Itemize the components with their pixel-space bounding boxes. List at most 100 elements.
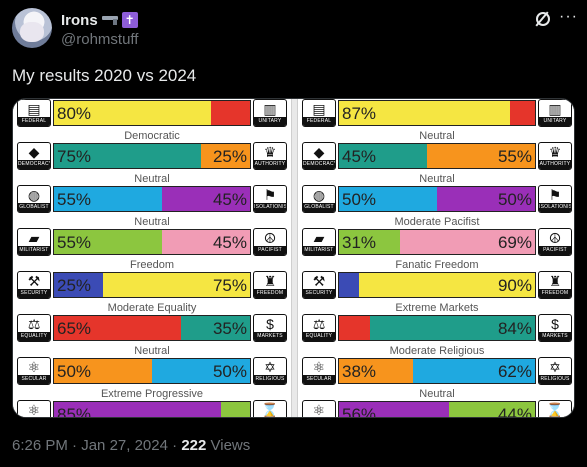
freedom-icon: ♜ FREEDOM bbox=[253, 271, 287, 299]
axis-row: Neutral ◍ GLOBALIST 55% 45% ⚑ ISOLATIONIST bbox=[13, 173, 291, 215]
axis-row: Freedom ⚒ SECURITY 25% 75% ♜ FREEDOM bbox=[13, 259, 291, 301]
right-percent: 35% bbox=[212, 319, 247, 338]
globalist-glyph: ◍ bbox=[312, 187, 326, 203]
result-bar: 84% bbox=[338, 315, 536, 341]
axis-label: Moderate Equality bbox=[107, 302, 197, 314]
markets-glyph: $ bbox=[551, 316, 559, 332]
tweet-media-image[interactable]: ▤ FEDERAL 80% ▥ UNITARY Democratic ◆ DEMOCRACY 7… bbox=[12, 98, 575, 418]
bar-segment-left: 80% bbox=[54, 101, 211, 125]
bar-segment-right: 62% bbox=[413, 359, 535, 383]
religious-glyph: ✡ bbox=[264, 359, 276, 375]
bar-segment-left: 31% bbox=[339, 230, 400, 254]
unitary-glyph: ▥ bbox=[263, 101, 277, 117]
axis-row: Extreme Progressive ⚛PROGRESS 85% ⌛TRADITIO… bbox=[13, 388, 291, 418]
bar-segment-left: 45% bbox=[339, 144, 428, 168]
authority-icon: ♛ AUTHORITY bbox=[538, 142, 572, 170]
federal-glyph: ▤ bbox=[312, 101, 326, 117]
axis-row: Neutral ⚛PROGRESS 56% 44% ⌛TRADITION bbox=[298, 388, 574, 418]
handle[interactable]: @rohmstuff bbox=[61, 31, 139, 48]
religious-icon-caption: RELIGIOUS bbox=[254, 375, 286, 384]
axis-label: Neutral bbox=[419, 388, 455, 400]
axis-label: Extreme Progressive bbox=[100, 388, 204, 400]
bar-segment-right: 35% bbox=[181, 316, 250, 340]
equality-icon: ⚖ EQUALITY bbox=[302, 314, 336, 342]
militarist-icon-caption: MILITARIST bbox=[18, 246, 50, 255]
bar-row: ◍ GLOBALIST 50% 50% ⚑ ISOLATIONIST bbox=[302, 185, 572, 213]
equality-icon-caption: EQUALITY bbox=[18, 332, 50, 341]
time: 6:26 PM bbox=[12, 437, 68, 454]
authority-icon-caption: AUTHORITY bbox=[539, 160, 571, 169]
isolationist-glyph: ⚑ bbox=[263, 187, 277, 203]
left-percent: 50% bbox=[57, 362, 92, 381]
authority-icon: ♛ AUTHORITY bbox=[253, 142, 287, 170]
grok-icon[interactable] bbox=[536, 12, 550, 26]
left-percent: 45% bbox=[342, 147, 377, 166]
bar-row: ▤ FEDERAL 87% ▥ UNITARY bbox=[302, 99, 572, 127]
authority-glyph: ♛ bbox=[263, 144, 277, 160]
display-name[interactable]: Irons bbox=[61, 11, 98, 29]
bar-segment-left: 56% bbox=[339, 402, 449, 418]
gun-icon bbox=[101, 15, 118, 25]
left-percent: 56% bbox=[342, 405, 377, 418]
bar-segment-right: 45% bbox=[161, 230, 250, 254]
bar-segment-right: 25% bbox=[201, 144, 250, 168]
bar-segment-left: 25% bbox=[54, 273, 103, 297]
secular-icon: ⚛ SECULAR bbox=[17, 357, 51, 385]
axis-row: Democratic ◆ DEMOCRACY 75% 25% ♛ AUTHORITY bbox=[13, 130, 291, 172]
democracy-icon: ◆ DEMOCRACY bbox=[17, 142, 51, 170]
bar-segment-left bbox=[339, 316, 371, 340]
progress-glyph: ⚛ bbox=[312, 402, 326, 418]
democracy-icon-caption: DEMOCRACY bbox=[303, 160, 336, 169]
results-panel-2024: ▤ FEDERAL 87% ▥ UNITARY Neutral ◆ DEMOCRACY 45% 5… bbox=[298, 99, 574, 418]
militarist-glyph: ▰ bbox=[313, 230, 325, 246]
federal-icon-caption: FEDERAL bbox=[303, 117, 335, 126]
isolationist-icon: ⚑ ISOLATIONIST bbox=[253, 185, 287, 213]
bar-segment-right: 50% bbox=[437, 187, 535, 211]
left-percent: 87% bbox=[342, 104, 377, 123]
democracy-glyph: ◆ bbox=[313, 144, 325, 160]
bar-row: ◆ DEMOCRACY 45% 55% ♛ AUTHORITY bbox=[302, 142, 572, 170]
isolationist-icon: ⚑ ISOLATIONIST bbox=[538, 185, 572, 213]
axis-row: Neutral ⚛ SECULAR 50% 50% ✡ RELIGIOUS bbox=[13, 345, 291, 387]
cross-icon: ✝ bbox=[121, 12, 138, 28]
markets-icon-caption: MARKETS bbox=[254, 332, 286, 341]
right-percent: 55% bbox=[497, 147, 532, 166]
timestamp[interactable]: 6:26 PM · Jan 27, 2024 · 222 Views bbox=[12, 437, 251, 454]
democracy-glyph: ◆ bbox=[28, 144, 40, 160]
democracy-icon-caption: DEMOCRACY bbox=[18, 160, 51, 169]
tradition-glyph: ⌛ bbox=[261, 402, 279, 418]
isolationist-glyph: ⚑ bbox=[548, 187, 562, 203]
militarist-icon: ▰ MILITARIST bbox=[17, 228, 51, 256]
militarist-icon: ▰ MILITARIST bbox=[302, 228, 336, 256]
secular-glyph: ⚛ bbox=[312, 359, 326, 375]
globalist-icon: ◍ GLOBALIST bbox=[302, 185, 336, 213]
right-percent: 44% bbox=[497, 405, 532, 418]
unitary-glyph: ▥ bbox=[548, 101, 562, 117]
unitary-icon: ▥ UNITARY bbox=[538, 99, 572, 127]
right-percent: 25% bbox=[212, 147, 247, 166]
result-bar: 75% 25% bbox=[53, 143, 251, 169]
result-bar: 87% bbox=[338, 100, 536, 126]
democracy-icon: ◆ DEMOCRACY bbox=[302, 142, 336, 170]
right-percent: 45% bbox=[212, 233, 247, 252]
progress-icon: ⚛PROGRESS bbox=[17, 400, 51, 417]
globalist-glyph: ◍ bbox=[27, 187, 41, 203]
views-label: Views bbox=[210, 437, 251, 454]
progress-icon: ⚛PROGRESS bbox=[302, 400, 336, 418]
religious-icon: ✡ RELIGIOUS bbox=[253, 357, 287, 385]
globalist-icon: ◍ GLOBALIST bbox=[17, 185, 51, 213]
pacifist-icon-caption: PACIFIST bbox=[254, 246, 286, 255]
bar-row: ⚛ SECULAR 38% 62% ✡ RELIGIOUS bbox=[302, 357, 572, 385]
bar-segment-left bbox=[339, 273, 359, 297]
bar-segment-left: 85% bbox=[54, 402, 221, 417]
pacifist-icon-caption: PACIFIST bbox=[539, 246, 571, 255]
panel-divider bbox=[291, 99, 298, 417]
axis-row: Neutral ▰ MILITARIST 55% 45% ☮ PACIFIST bbox=[13, 216, 291, 258]
axis-row: ▤ FEDERAL 80% ▥ UNITARY bbox=[13, 99, 291, 129]
left-percent: 65% bbox=[57, 319, 92, 338]
more-icon[interactable]: ··· bbox=[559, 8, 578, 25]
left-percent: 55% bbox=[57, 233, 92, 252]
result-bar: 50% 50% bbox=[53, 358, 251, 384]
avatar[interactable] bbox=[12, 8, 52, 48]
globalist-icon-caption: GLOBALIST bbox=[303, 203, 335, 212]
